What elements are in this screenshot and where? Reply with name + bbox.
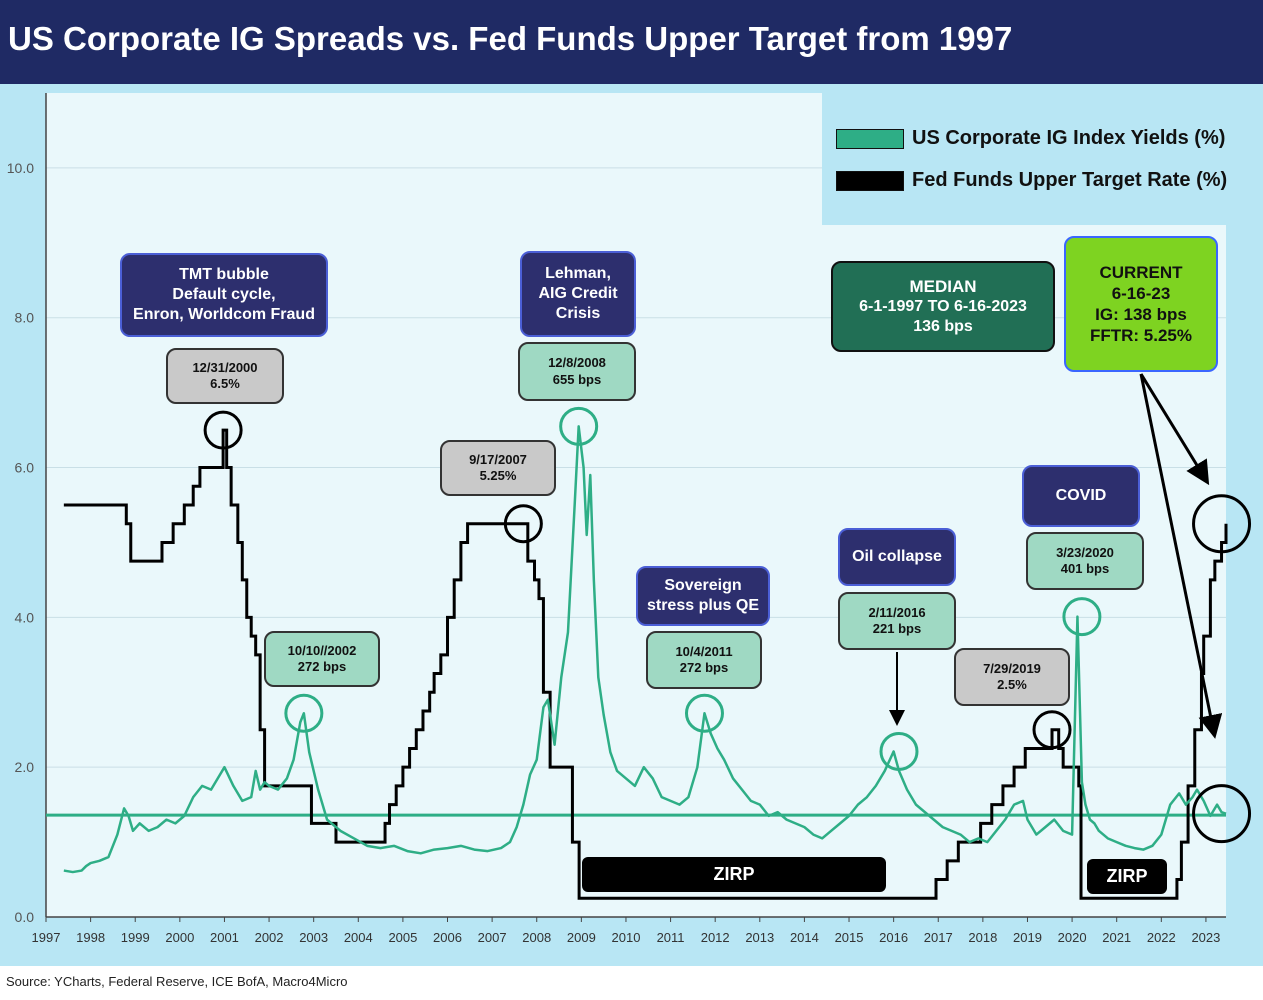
x-tick-label: 2005 bbox=[388, 930, 417, 945]
zirp-label-2020: ZIRP bbox=[1087, 859, 1167, 894]
annotation-date-2007: 9/17/2007 5.25% bbox=[440, 440, 556, 496]
annotation-date-2016: 2/11/2016 221 bps bbox=[838, 592, 956, 650]
arrow-current-ff bbox=[1139, 373, 1210, 486]
median-title: MEDIAN bbox=[909, 276, 977, 296]
zirp-label-2009: ZIRP bbox=[582, 857, 886, 892]
x-tick-label: 1997 bbox=[32, 930, 61, 945]
annotation-sovereign: Sovereign stress plus QE bbox=[636, 566, 770, 626]
highlight-circle bbox=[1192, 494, 1252, 554]
y-tick-label: 2.0 bbox=[15, 759, 35, 775]
annotation-date-2000: 12/31/2000 6.5% bbox=[166, 348, 284, 404]
highlight-circle bbox=[879, 731, 919, 771]
highlight-circle bbox=[1062, 597, 1102, 637]
x-tick-label: 2016 bbox=[879, 930, 908, 945]
highlight-circle bbox=[503, 504, 543, 544]
highlight-circle bbox=[1192, 784, 1252, 844]
y-tick-label: 0.0 bbox=[15, 909, 35, 925]
highlight-circle bbox=[1032, 710, 1072, 750]
x-tick-label: 2015 bbox=[835, 930, 864, 945]
current-title: CURRENT bbox=[1099, 262, 1183, 282]
x-tick-label: 2022 bbox=[1147, 930, 1176, 945]
x-tick-label: 2000 bbox=[165, 930, 194, 945]
x-tick-label: 2010 bbox=[612, 930, 641, 945]
current-box: CURRENT 6-16-23 IG: 138 bps FFTR: 5.25% bbox=[1064, 236, 1218, 372]
legend-swatch-ig bbox=[836, 128, 904, 149]
x-tick-label: 2020 bbox=[1058, 930, 1087, 945]
legend-label-ff: Fed Funds Upper Target Rate (%) bbox=[912, 169, 1228, 191]
y-tick-label: 8.0 bbox=[15, 310, 35, 326]
series-fed-funds bbox=[63, 428, 1228, 900]
x-tick-label: 2001 bbox=[210, 930, 239, 945]
source-note: Source: YCharts, Federal Reserve, ICE Bo… bbox=[6, 974, 348, 989]
highlight-circles bbox=[203, 406, 1252, 844]
chart-title: US Corporate IG Spreads vs. Fed Funds Up… bbox=[8, 20, 1013, 57]
y-tick-label: 6.0 bbox=[15, 460, 35, 476]
x-tick-label: 2017 bbox=[924, 930, 953, 945]
current-ig: IG: 138 bps bbox=[1095, 305, 1187, 324]
annotation-oil: Oil collapse bbox=[838, 528, 956, 586]
x-tick-label: 1999 bbox=[121, 930, 150, 945]
y-tick-label: 10.0 bbox=[7, 160, 34, 176]
x-tick-label: 2007 bbox=[478, 930, 507, 945]
x-tick-label: 2019 bbox=[1013, 930, 1042, 945]
annotation-date-2020: 3/23/2020 401 bps bbox=[1026, 532, 1144, 590]
arrow-current-ig bbox=[1139, 373, 1223, 739]
highlight-circle bbox=[684, 693, 724, 733]
x-tick-label: 2002 bbox=[255, 930, 284, 945]
x-tick-label: 2014 bbox=[790, 930, 819, 945]
annotation-date-2002: 10/10//2002 272 bps bbox=[264, 631, 380, 687]
legend-label-ig: US Corporate IG Index Yields (%) bbox=[912, 127, 1226, 149]
annotation-tmt: TMT bubble Default cycle, Enron, Worldco… bbox=[120, 253, 328, 337]
annotation-covid: COVID bbox=[1022, 465, 1140, 527]
x-tick-label: 2004 bbox=[344, 930, 373, 945]
median-value: 136 bps bbox=[913, 318, 973, 336]
x-tick-label: 2021 bbox=[1102, 930, 1131, 945]
x-tick-label: 2003 bbox=[299, 930, 328, 945]
annotation-date-2008: 12/8/2008 655 bps bbox=[518, 342, 636, 401]
series-ig-yields bbox=[63, 425, 1227, 874]
highlight-circle bbox=[284, 693, 324, 733]
highlight-circle bbox=[559, 406, 599, 446]
x-tick-label: 2018 bbox=[968, 930, 997, 945]
legend-swatch-ff bbox=[836, 170, 904, 191]
annotation-date-2019: 7/29/2019 2.5% bbox=[954, 648, 1070, 706]
x-tick-label: 2011 bbox=[657, 930, 685, 945]
x-tick-label: 1998 bbox=[76, 930, 105, 945]
current-fftr: FFTR: 5.25% bbox=[1089, 326, 1193, 346]
current-date: 6-16-23 bbox=[1111, 283, 1171, 303]
x-tick-label: 2009 bbox=[567, 930, 596, 945]
median-box: MEDIAN 6-1-1997 TO 6-16-2023 136 bps bbox=[831, 261, 1055, 352]
annotation-date-2011: 10/4/2011 272 bps bbox=[646, 631, 762, 689]
title-bar: US Corporate IG Spreads vs. Fed Funds Up… bbox=[0, 0, 1263, 84]
axes: 0.0 2.0 4.0 6.0 8.0 10.0 1997 1998 1999 2000 2001 2… bbox=[7, 93, 1226, 945]
annotation-lehman: Lehman, AIG Credit Crisis bbox=[520, 251, 636, 337]
x-tick-label: 2012 bbox=[701, 930, 730, 945]
legend: US Corporate IG Index Yields (%) Fed Fun… bbox=[822, 93, 1227, 225]
x-tick-label: 2013 bbox=[745, 930, 774, 945]
series-lines bbox=[46, 425, 1228, 900]
x-tick-label: 2006 bbox=[433, 930, 462, 945]
x-tick-label: 2008 bbox=[522, 930, 551, 945]
y-tick-label: 4.0 bbox=[15, 609, 35, 625]
median-range: 6-1-1997 TO 6-16-2023 bbox=[859, 298, 1027, 316]
highlight-circle bbox=[203, 410, 243, 450]
annotation-arrows bbox=[889, 373, 1223, 739]
legend-item-ff: Fed Funds Upper Target Rate (%) bbox=[836, 169, 1227, 192]
legend-item-ig: US Corporate IG Index Yields (%) bbox=[836, 127, 1225, 150]
x-tick-label: 2023 bbox=[1191, 930, 1220, 945]
